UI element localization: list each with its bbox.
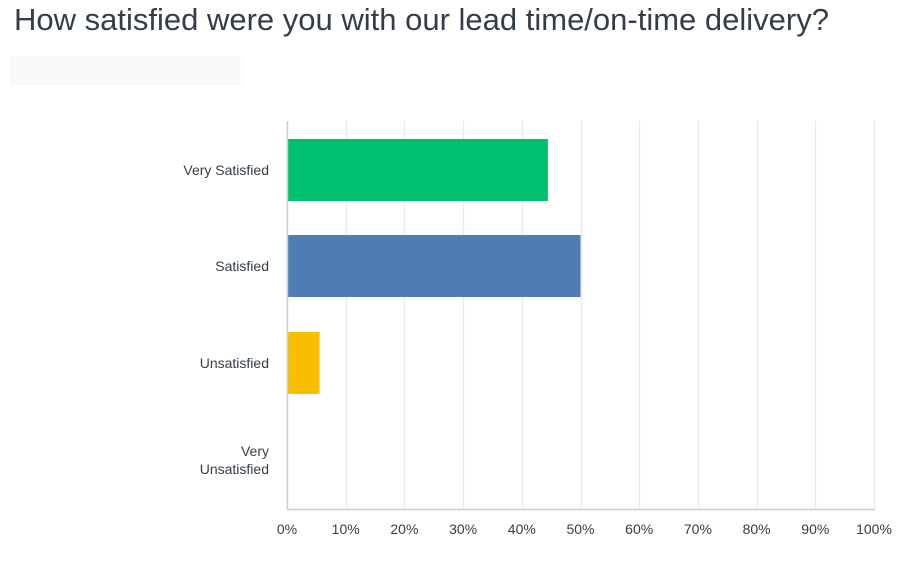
x-tick-label-10: 10% [332, 521, 360, 537]
axes [286, 121, 875, 511]
x-tick-label-70: 70% [684, 521, 712, 537]
x-tick-label-20: 20% [390, 521, 418, 537]
bars [288, 139, 581, 394]
x-tick-label-50: 50% [566, 521, 594, 537]
x-tick-label-40: 40% [508, 521, 536, 537]
tick-labels: 0% 10% 20% 30% 40% 50% 60% 70% 80% 90% 100% [277, 521, 892, 537]
bar-unsatisfied [288, 332, 320, 394]
bar-satisfied [288, 235, 581, 297]
category-labels: Very Satisfied Satisfied Unsatisfied Very Un… [183, 162, 269, 477]
bar-very-satisfied [288, 139, 548, 201]
x-tick-label-80: 80% [743, 521, 771, 537]
category-label-satisfied: Satisfied [215, 258, 269, 274]
x-tick-label-0: 0% [277, 521, 297, 537]
grid-lines [345, 121, 876, 509]
question-title: How satisfied were you with our lead tim… [14, 2, 829, 37]
category-label-very-unsatisfied: Very Unsatisfied [200, 443, 269, 477]
category-label-very-satisfied: Very Satisfied [183, 162, 269, 178]
category-label-unsatisfied: Unsatisfied [200, 355, 269, 371]
faded-subtitle-placeholder [10, 56, 244, 86]
x-tick-label-100: 100% [856, 521, 892, 537]
x-tick-label-30: 30% [449, 521, 477, 537]
x-tick-label-90: 90% [801, 521, 829, 537]
x-tick-label-60: 60% [625, 521, 653, 537]
